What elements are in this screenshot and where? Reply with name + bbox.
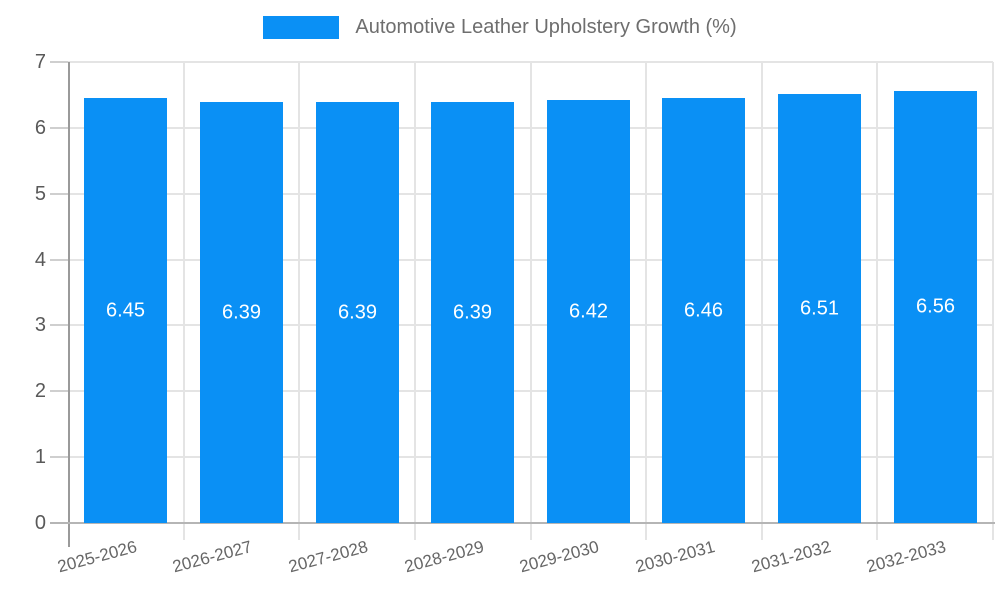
chart-legend: Automotive Leather Upholstery Growth (%) <box>0 16 1000 39</box>
x-axis-tick-label: 2027-2028 <box>286 537 370 577</box>
v-gridline <box>645 62 647 540</box>
v-gridline <box>761 62 763 540</box>
y-axis-tick <box>50 259 68 261</box>
x-axis-tick-label: 2030-2031 <box>633 537 717 577</box>
bar-value-label: 6.39 <box>222 301 261 324</box>
y-axis-tick-label: 0 <box>34 512 46 534</box>
y-axis-line <box>68 62 70 547</box>
v-gridline <box>876 62 878 540</box>
x-axis-baseline <box>50 522 995 524</box>
v-gridline <box>298 62 300 540</box>
y-axis-tick <box>50 127 68 129</box>
x-axis-tick-label: 2031-2032 <box>749 537 833 577</box>
y-axis-tick <box>50 456 68 458</box>
v-gridline <box>530 62 532 540</box>
bar-value-label: 6.45 <box>106 299 145 322</box>
plot-area: 6.45 6.39 6.39 6.39 6.42 6.46 6.51 6.56 <box>68 62 993 523</box>
legend-label: Automotive Leather Upholstery Growth (%) <box>355 16 737 38</box>
bar-value-label: 6.42 <box>569 300 608 323</box>
y-axis-tick-label: 7 <box>34 51 46 73</box>
bar-value-label: 6.46 <box>684 299 723 322</box>
x-axis-tick-label: 2032-2033 <box>864 537 948 577</box>
bar[interactable]: 6.39 <box>431 102 514 523</box>
y-axis-tick-label: 3 <box>34 314 46 336</box>
bar-value-label: 6.56 <box>916 295 955 318</box>
bar[interactable]: 6.39 <box>200 102 283 523</box>
y-axis-tick <box>50 324 68 326</box>
legend-swatch-icon <box>263 16 340 39</box>
bar[interactable]: 6.45 <box>84 98 167 523</box>
bar-value-label: 6.51 <box>800 297 839 320</box>
y-axis-tick <box>50 390 68 392</box>
v-gridline <box>183 62 185 540</box>
y-axis-tick-label: 4 <box>34 249 46 271</box>
x-axis-tick-label: 2029-2030 <box>517 537 601 577</box>
y-axis-tick <box>50 193 68 195</box>
y-axis-tick-label: 5 <box>34 183 46 205</box>
x-axis-tick-label: 2028-2029 <box>402 537 486 577</box>
legend-item-growth-series[interactable]: Automotive Leather Upholstery Growth (%) <box>263 16 737 39</box>
x-axis-tick-label: 2026-2027 <box>170 537 254 577</box>
bar[interactable]: 6.56 <box>894 91 977 523</box>
y-axis-tick <box>50 61 68 63</box>
bar[interactable]: 6.39 <box>316 102 399 523</box>
v-gridline <box>992 62 994 540</box>
y-axis-tick-label: 6 <box>34 117 46 139</box>
v-gridline <box>414 62 416 540</box>
bar[interactable]: 6.46 <box>662 98 745 523</box>
bar[interactable]: 6.51 <box>778 94 861 523</box>
y-axis-tick-label: 1 <box>34 446 46 468</box>
bar[interactable]: 6.42 <box>547 100 630 523</box>
y-axis-tick-label: 2 <box>34 380 46 402</box>
bar-value-label: 6.39 <box>338 301 377 324</box>
bar-value-label: 6.39 <box>453 301 492 324</box>
